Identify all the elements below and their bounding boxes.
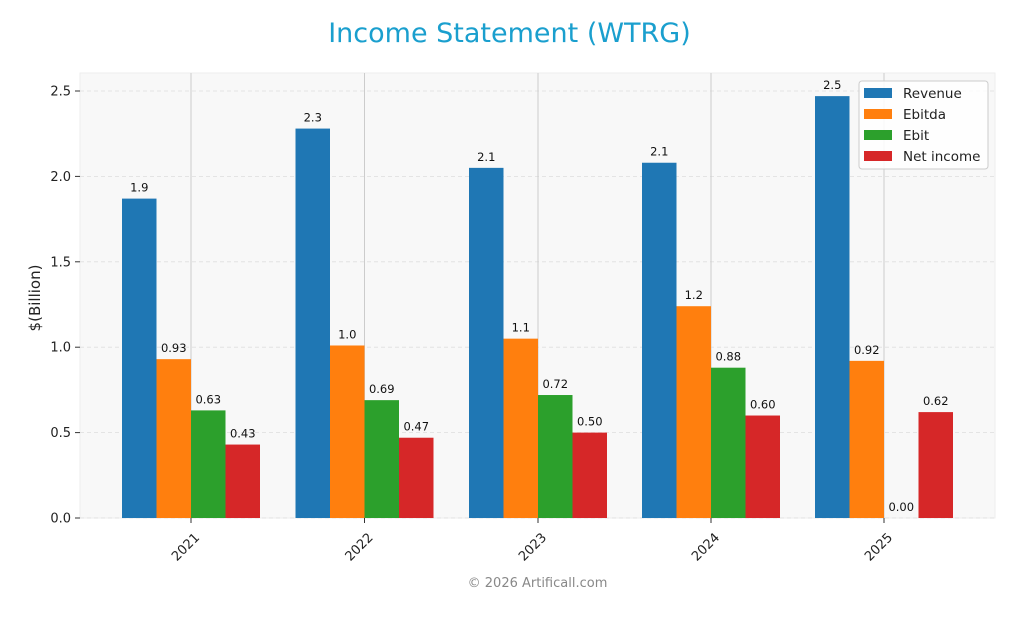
x-tick-label: 2025 — [862, 530, 896, 564]
bar-value-label: 0.63 — [195, 392, 221, 406]
bar-value-label: 2.3 — [304, 111, 322, 125]
bar-net-income — [918, 412, 953, 518]
bar-net-income — [745, 415, 780, 518]
bar-value-label: 0.60 — [750, 398, 776, 412]
legend-swatch-ebitda — [864, 109, 892, 119]
y-tick-label: 1.0 — [50, 341, 71, 356]
bar-net-income — [225, 444, 260, 518]
x-tick-label: 2021 — [169, 530, 203, 564]
bar-value-label: 2.1 — [650, 145, 668, 159]
y-axis-title: $(Billion) — [26, 265, 44, 332]
bar-revenue — [469, 167, 504, 519]
bar-value-label: 1.1 — [512, 321, 530, 335]
plot-area: 0.0 0.5 1.0 1.5 2.0 2.5 $(Billion) 1.9 0.93 0.63 0… — [26, 72, 996, 564]
bar-value-label: 0.72 — [542, 377, 568, 391]
y-tick-label: 2.5 — [50, 85, 71, 100]
copyright-footer: © 2026 Artificall.com — [467, 576, 608, 591]
legend-swatch-ebit — [864, 130, 892, 140]
bar-value-label: 2.1 — [477, 150, 495, 164]
bar-value-label: 0.47 — [403, 420, 429, 434]
bar-revenue — [122, 198, 157, 518]
bar-ebit — [364, 400, 399, 518]
legend-swatch-revenue — [864, 88, 892, 98]
legend-swatch-net-income — [864, 151, 892, 161]
bar-net-income — [399, 437, 434, 518]
bar-value-label: 0.62 — [923, 394, 949, 408]
y-tick-label: 0.5 — [50, 426, 71, 441]
bar-ebitda — [849, 360, 884, 518]
y-tick-label: 0.0 — [50, 512, 71, 527]
bar-ebitda — [503, 338, 538, 518]
legend-label: Ebit — [903, 128, 929, 144]
bar-group-2023: 2.1 1.1 0.72 0.50 — [469, 150, 607, 519]
bar-group-2024: 2.1 1.2 0.88 0.60 — [642, 145, 780, 518]
bar-value-label: 0.69 — [369, 382, 395, 396]
bar-value-label: 0.50 — [577, 415, 603, 429]
bar-ebit — [711, 367, 746, 518]
legend: Revenue Ebitda Ebit Net income — [858, 80, 989, 170]
y-tick-label: 2.0 — [50, 170, 71, 185]
bar-group-2025: 2.5 0.92 0.00 0.62 — [815, 78, 953, 519]
y-tick-label: 1.5 — [50, 255, 71, 270]
legend-label: Net income — [903, 149, 980, 165]
bar-value-label: 0.93 — [161, 341, 187, 355]
x-tick-label: 2023 — [516, 530, 550, 564]
legend-box — [858, 80, 989, 170]
bar-value-label: 0.43 — [230, 427, 256, 441]
x-tick-label: 2024 — [689, 530, 723, 564]
legend-label: Ebitda — [903, 107, 946, 123]
bar-ebitda — [676, 306, 711, 518]
bar-revenue — [642, 162, 677, 518]
bar-group-2022: 2.3 1.0 0.69 0.47 — [295, 111, 434, 519]
bar-value-label: 0.92 — [854, 343, 880, 357]
bar-ebit — [538, 395, 573, 518]
bar-value-label: 1.0 — [338, 327, 356, 341]
bar-ebitda — [330, 345, 365, 518]
bar-value-label: 0.88 — [715, 350, 741, 364]
bar-value-label: 0.00 — [888, 500, 914, 514]
bar-ebitda — [156, 359, 191, 518]
bar-net-income — [572, 432, 607, 518]
bar-revenue — [295, 128, 330, 519]
bar-revenue — [815, 96, 850, 519]
bar-value-label: 1.9 — [130, 181, 148, 195]
bar-value-label: 2.5 — [823, 78, 841, 92]
bar-ebit — [191, 410, 226, 518]
legend-label: Revenue — [903, 86, 962, 102]
x-tick-label: 2022 — [343, 530, 377, 564]
chart-title: Income Statement (WTRG) — [328, 18, 691, 49]
bar-value-label: 1.2 — [685, 288, 703, 302]
bar-group-2021: 1.9 0.93 0.63 0.43 — [122, 181, 260, 518]
